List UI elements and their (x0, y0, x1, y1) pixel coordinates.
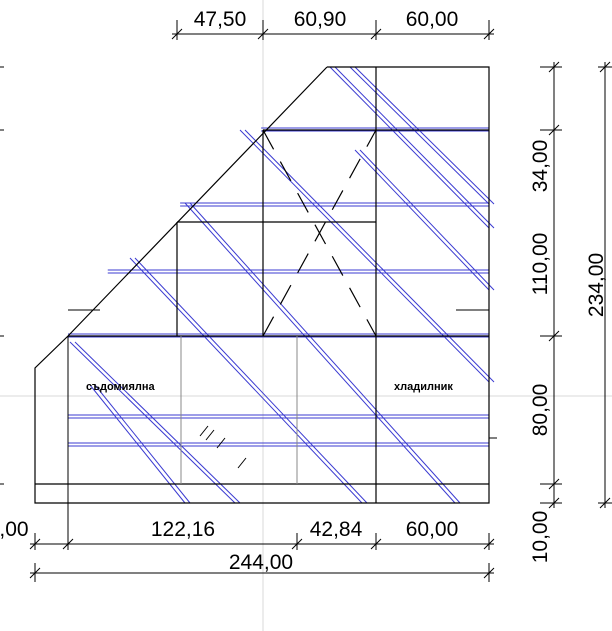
top-dimension-chain: 47,50 60,90 60,00 (171, 8, 495, 40)
dim-bottom-total: 244,00 (229, 551, 293, 574)
fridge-label: хладилник (394, 381, 453, 393)
cabinet-lines (67, 67, 489, 503)
bottom-dimension-chain: ,00 122,16 42,84 60,00 244,00 (0, 336, 495, 582)
dim-right-4: 10,00 (529, 511, 552, 564)
dim-right-3: 80,00 (529, 384, 552, 437)
dishwasher-label: съдомиялна (86, 381, 155, 393)
tile-line-d-6a (89, 384, 186, 504)
dim-bottom-1: ,00 (0, 518, 29, 541)
dim-bottom-2: 122,16 (151, 518, 215, 541)
right-dimension-chain: 34,00 110,00 80,00 10,00 (529, 61, 562, 564)
tile-line-d-4b (134, 257, 368, 504)
dim-top-1: 47,50 (194, 8, 247, 31)
left-edge-ticks (0, 66, 4, 485)
tile-line-d-0b (334, 66, 495, 229)
tile-line-d-2a (239, 129, 490, 383)
tile-line-d-5a (69, 341, 236, 504)
tile-line-d-3b (189, 202, 461, 504)
tile-line-d-1a (349, 66, 490, 205)
tile-lines (68, 66, 495, 504)
tile-line-d-3a (184, 202, 456, 504)
tile-line-d-1b (354, 66, 495, 205)
dim-right-1: 34,00 (529, 140, 552, 193)
dashed-diagonals (262, 129, 377, 337)
tile-line-d-7a (354, 149, 490, 291)
dim-right-2: 110,00 (529, 233, 552, 296)
room-outline (34, 66, 497, 504)
dim-bottom-3: 42,84 (310, 518, 363, 541)
dim-top-2: 60,90 (294, 8, 347, 31)
tile-line-d-4a (129, 257, 363, 504)
dim-bottom-4: 60,00 (406, 518, 459, 541)
break-marks (199, 425, 247, 469)
tile-line-d-6b (94, 384, 191, 504)
tile-line-d-5b (74, 341, 241, 504)
right-total-dimension: 234,00 (585, 61, 612, 509)
dim-top-3: 60,00 (406, 8, 459, 31)
tile-line-d-7b (359, 149, 495, 291)
tile-line-d-0a (329, 66, 490, 229)
dim-right-total: 234,00 (585, 253, 608, 317)
